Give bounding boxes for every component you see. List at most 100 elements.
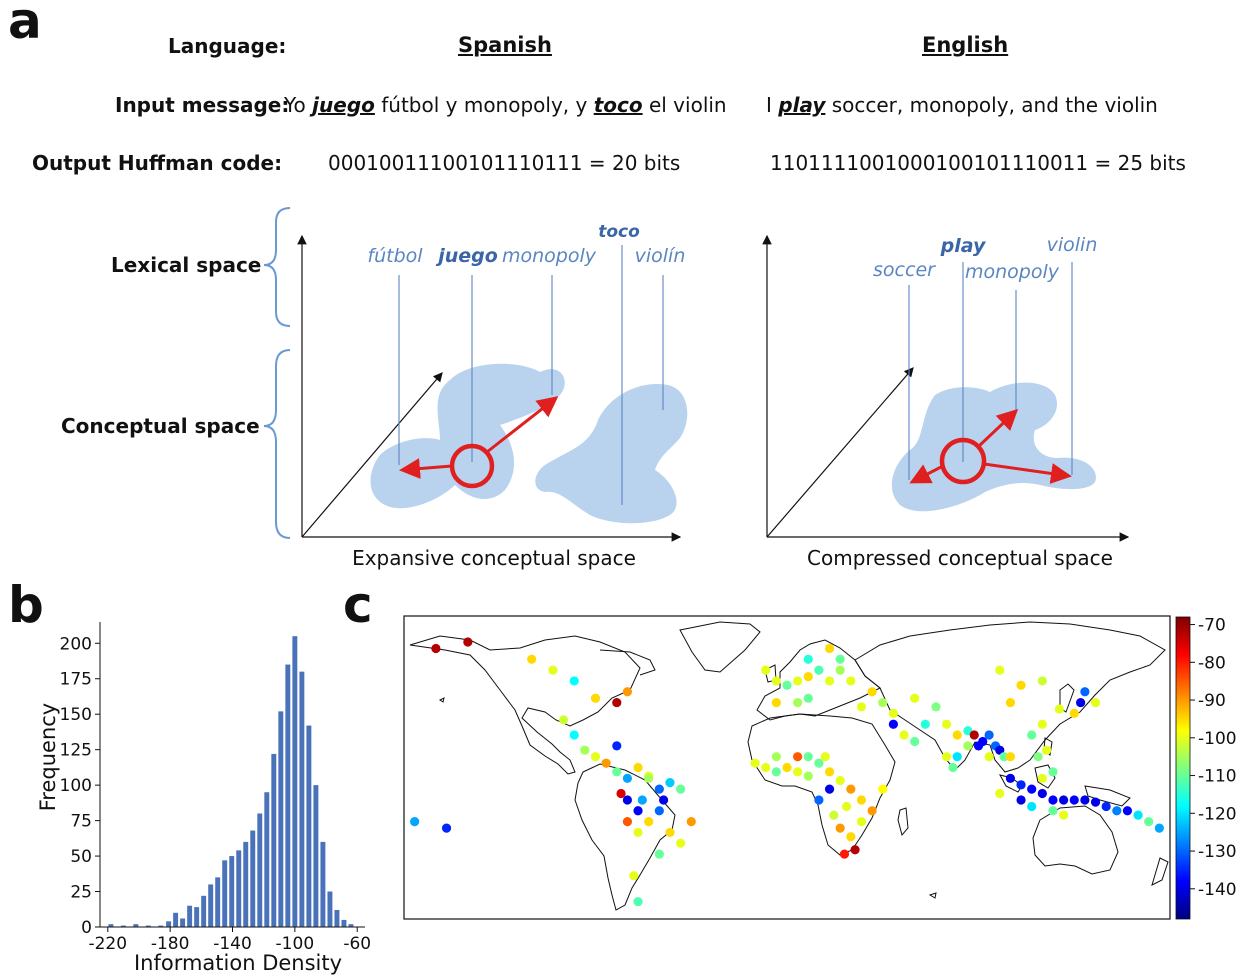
word-monopoly-es: monopoly [502,245,597,267]
histogram-ylabel: Frequency [36,703,60,812]
histogram-bar [120,925,126,927]
language-point [654,806,664,816]
colorbar-tick-label: -120 [1198,804,1237,824]
histogram-bar [313,785,319,927]
histogram-bar [229,856,235,927]
language-points [410,637,1164,907]
language-point [1027,801,1037,812]
language-point [1037,788,1047,799]
language-point [1005,773,1016,783]
language-point [856,817,867,827]
english-concept-blobs [891,382,1096,512]
language-point [629,871,639,881]
language-label: Language: [168,34,287,58]
language-point [820,752,830,762]
word-monopoly-en: monopoly [965,261,1060,283]
histogram-bar [348,924,354,927]
histogram-bar [222,860,228,927]
language-point [771,676,781,686]
language-point [622,773,633,783]
spanish-arrows [399,396,559,489]
language-point [1005,697,1016,708]
language-point [829,810,839,820]
language-point [867,806,877,816]
colorbar-tick-label: -70 [1198,616,1226,636]
histogram-bar [133,924,139,927]
word-violin-en: violin [1047,234,1098,256]
language-point [793,767,803,777]
colorbar-tick-label: -110 [1198,767,1237,787]
language-point [1076,697,1086,708]
language-point [410,817,420,827]
conceptual-brace [263,349,291,539]
language-point [1069,708,1079,718]
histogram-ytick: 0 [81,918,92,938]
language-point [612,697,622,708]
language-point [839,849,850,859]
language-point [1016,680,1026,690]
language-point [633,806,643,816]
language-point [835,665,845,675]
histogram-ytick: 75 [70,812,92,832]
language-point [835,775,845,786]
language-point [824,643,835,654]
language-point [612,767,622,777]
language-point [441,823,452,833]
language-point [1059,795,1069,805]
language-point [761,762,771,773]
colorbar-tick-label: -100 [1198,729,1237,749]
english-arrows [909,408,1072,485]
language-point [803,672,813,682]
histogram-xtick: -180 [151,934,190,954]
spanish-header: Spanish [458,33,552,57]
coastlines [409,621,1169,911]
language-point [969,730,979,740]
panel-letter-c: c [343,576,373,634]
language-point [771,697,781,708]
language-point [644,773,654,783]
language-point [782,762,792,773]
histogram-xlabel: Information Density [134,951,342,975]
language-point [1048,767,1058,777]
language-point [1080,795,1090,805]
histogram-bar [334,909,340,927]
language-point [984,730,994,740]
english-axis-caption: Compressed conceptual space [807,546,1113,570]
language-point [463,637,473,647]
language-point [1048,806,1058,816]
language-point [793,752,803,762]
language-point [580,745,590,755]
histogram-bar [306,725,312,927]
word-play: play [940,235,987,257]
language-point [658,795,669,805]
language-point [569,730,579,740]
language-point [1016,795,1026,805]
language-point [846,832,856,842]
input-message-label: Input message: [115,93,290,117]
language-point [1027,730,1037,740]
histogram-bar [327,891,333,927]
histogram-bar [278,711,284,927]
colorbar-tick-label: -90 [1198,691,1226,711]
panel-a-diagram: fútbol juego monopoly toco violín Expans… [263,207,1130,570]
histogram-xtick: -60 [343,934,371,954]
language-point [878,784,888,794]
histogram-bar [292,636,298,927]
language-point [814,758,824,768]
word-futbol: fútbol [367,245,423,267]
language-point [963,741,973,751]
language-point [941,752,952,762]
histogram-bar [108,924,114,927]
histogram-bar [250,830,256,927]
language-point [1090,797,1101,807]
language-point [654,849,664,859]
language-point [1133,810,1143,820]
language-point [1033,752,1043,762]
language-point [1005,752,1016,762]
language-point [846,784,856,794]
language-point [686,817,696,827]
language-point [856,795,867,805]
language-point [601,758,611,768]
histogram-bar [208,884,214,927]
